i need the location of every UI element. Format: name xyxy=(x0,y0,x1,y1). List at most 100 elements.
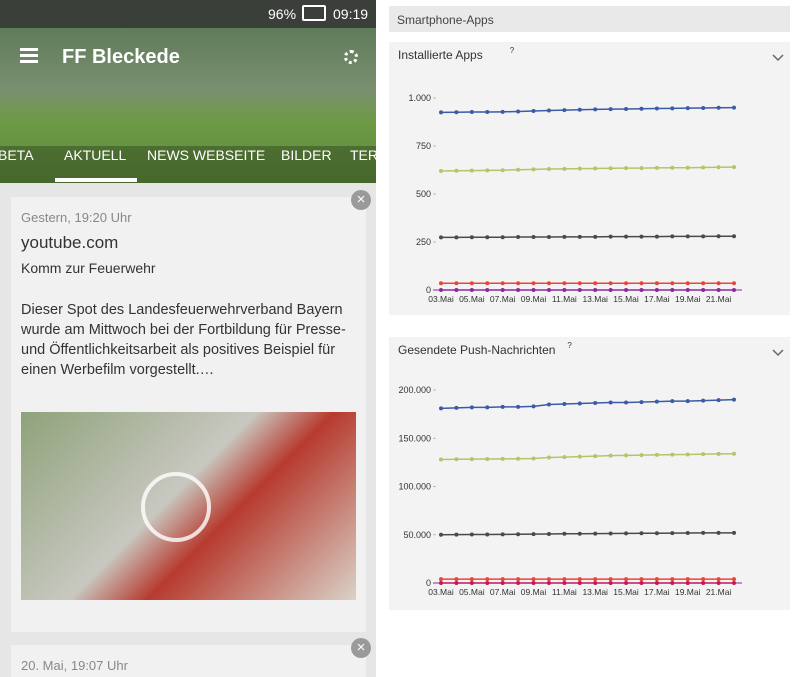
data-point xyxy=(701,452,706,457)
data-point xyxy=(531,404,536,409)
data-point xyxy=(546,288,551,292)
data-point xyxy=(562,455,567,460)
data-point xyxy=(500,581,505,585)
data-point xyxy=(685,577,690,582)
x-tick-label: 13.Mai xyxy=(582,587,608,597)
x-tick-label: 07.Mai xyxy=(490,294,516,304)
data-point xyxy=(546,455,551,460)
data-point xyxy=(701,581,706,585)
data-point xyxy=(577,234,582,239)
news-card[interactable]: Gestern, 19:20 Uhr youtube.com Komm zur … xyxy=(11,197,366,632)
close-button[interactable]: × xyxy=(351,638,371,658)
data-point xyxy=(562,288,567,292)
close-button[interactable]: × xyxy=(351,190,371,210)
data-point xyxy=(516,167,521,172)
data-point xyxy=(469,457,474,462)
tab[interactable]: BILDER xyxy=(281,147,332,163)
card-source: youtube.com xyxy=(21,233,119,252)
app-title: FF Bleckede xyxy=(62,46,180,68)
data-point xyxy=(593,401,598,406)
data-point xyxy=(608,107,613,112)
y-tick-label: 1.000 xyxy=(408,93,431,103)
y-tick-label: 500 xyxy=(416,189,431,199)
data-point xyxy=(500,168,505,173)
data-point xyxy=(670,399,675,404)
data-point xyxy=(685,399,690,404)
data-point xyxy=(500,281,505,286)
data-point xyxy=(439,406,443,411)
data-point xyxy=(701,530,706,535)
data-point xyxy=(639,453,644,458)
header-image xyxy=(0,28,376,183)
tab[interactable]: TER xyxy=(350,147,376,163)
data-point xyxy=(624,581,629,585)
data-point xyxy=(639,281,644,286)
data-point xyxy=(670,281,675,286)
data-point xyxy=(732,530,736,535)
play-button[interactable] xyxy=(141,472,211,542)
data-point xyxy=(670,577,675,582)
data-point xyxy=(516,235,521,240)
data-point xyxy=(608,234,613,239)
settings-button[interactable] xyxy=(344,50,358,64)
tab[interactable]: NEWS WEBSEITE xyxy=(147,147,266,163)
data-point xyxy=(624,400,629,405)
data-point xyxy=(685,531,690,536)
data-point xyxy=(670,234,675,239)
data-point xyxy=(469,281,474,286)
data-point xyxy=(577,166,582,171)
data-point xyxy=(716,105,721,110)
data-point xyxy=(654,165,659,170)
status-bar: 96% 09:19 xyxy=(0,0,376,28)
x-tick-label: 15.Mai xyxy=(613,587,639,597)
data-point xyxy=(454,405,459,410)
chart-panel xyxy=(389,337,790,610)
x-tick-label: 03.Mai xyxy=(428,294,454,304)
data-point xyxy=(701,398,706,403)
data-point xyxy=(516,532,521,537)
data-point xyxy=(516,404,521,409)
x-tick-label: 21.Mai xyxy=(706,587,732,597)
data-point xyxy=(593,107,598,112)
data-point xyxy=(654,399,659,404)
data-point xyxy=(624,577,629,582)
data-point xyxy=(639,577,644,582)
video-thumbnail[interactable] xyxy=(21,412,356,600)
x-tick-label: 09.Mai xyxy=(521,587,547,597)
card-body: Dieser Spot des Landesfeuerwehrverband B… xyxy=(21,302,346,378)
collapse-icon xyxy=(772,54,784,62)
data-point xyxy=(670,531,675,536)
data-point xyxy=(654,288,659,292)
data-point xyxy=(485,581,490,585)
data-point xyxy=(701,281,706,286)
data-point xyxy=(716,451,721,456)
data-point xyxy=(469,581,474,585)
section-header[interactable]: Smartphone-Apps xyxy=(389,6,790,32)
data-point xyxy=(500,109,505,114)
news-card[interactable]: 20. Mai, 19:07 Uhr xyxy=(11,645,366,677)
x-tick-label: 13.Mai xyxy=(582,294,608,304)
data-point xyxy=(593,531,598,536)
tab-indicator xyxy=(55,178,137,182)
data-point xyxy=(577,401,582,406)
data-point xyxy=(732,577,736,582)
x-tick-label: 19.Mai xyxy=(675,294,701,304)
y-tick-label: 100.000 xyxy=(398,482,431,492)
data-point xyxy=(500,235,505,240)
data-point xyxy=(716,581,721,585)
data-point xyxy=(531,577,536,582)
tab[interactable]: BETA xyxy=(0,147,34,163)
data-point xyxy=(639,531,644,536)
data-point xyxy=(454,235,459,240)
data-point xyxy=(716,234,721,239)
x-tick-label: 11.Mai xyxy=(552,294,577,304)
menu-button[interactable] xyxy=(20,48,38,51)
data-point xyxy=(654,531,659,536)
tab[interactable]: AKTUELL xyxy=(64,147,127,163)
y-tick-label: 0 xyxy=(426,578,431,588)
data-point xyxy=(685,581,690,585)
data-point xyxy=(454,110,459,115)
y-tick-label: 50.000 xyxy=(403,530,431,540)
data-point xyxy=(654,452,659,457)
data-point xyxy=(454,532,459,537)
